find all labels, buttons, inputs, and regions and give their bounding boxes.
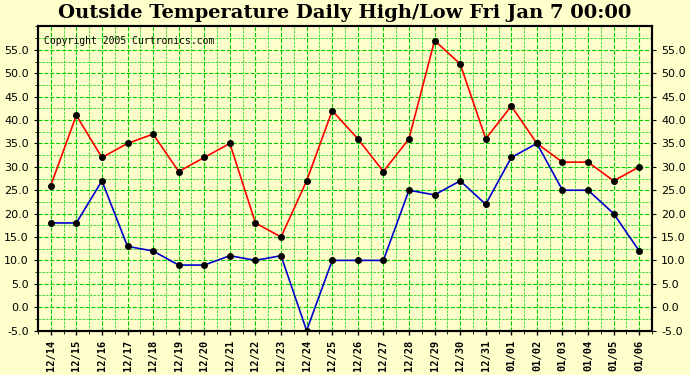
Title: Outside Temperature Daily High/Low Fri Jan 7 00:00: Outside Temperature Daily High/Low Fri J…	[59, 4, 631, 22]
Text: Copyright 2005 Curtronics.com: Copyright 2005 Curtronics.com	[44, 36, 215, 46]
